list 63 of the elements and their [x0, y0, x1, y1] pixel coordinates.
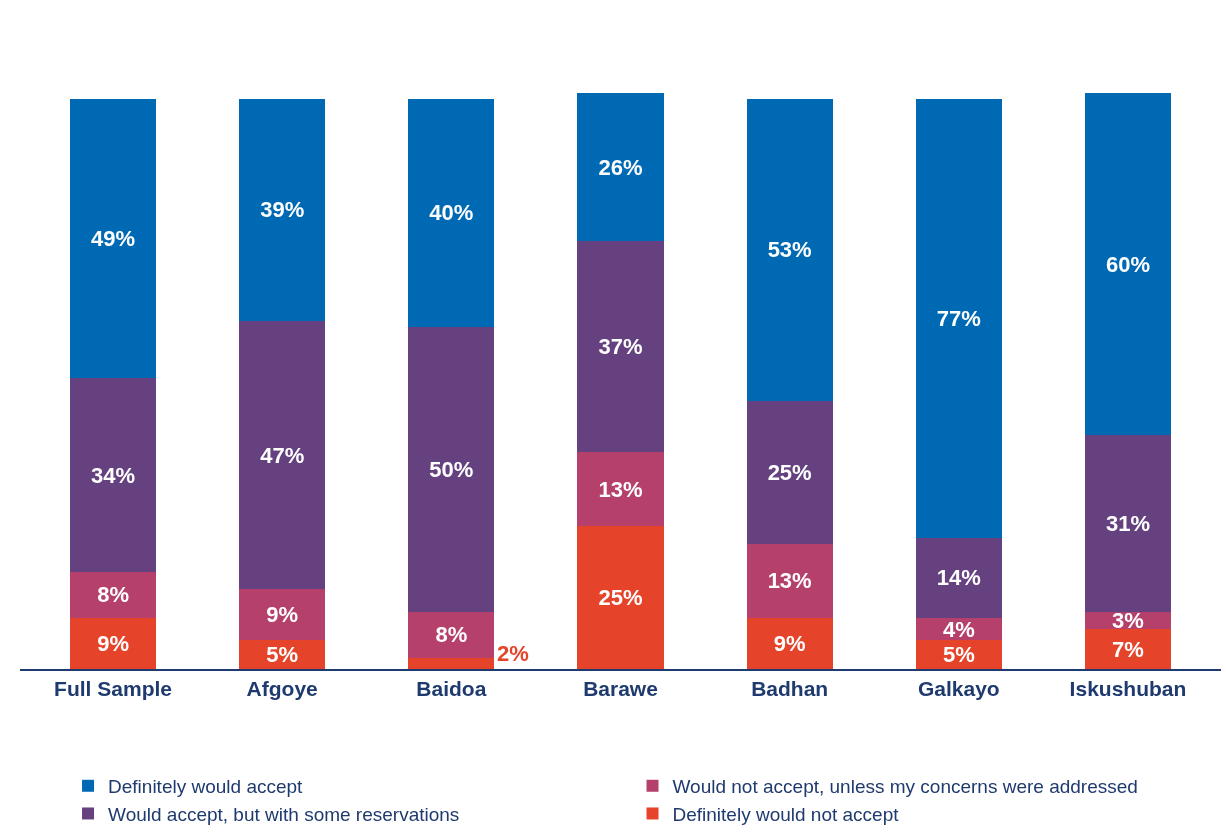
- x-tick-label: Full Sample: [54, 676, 172, 700]
- bar: [915, 537, 1002, 618]
- legend-label: Would not accept, unless my concerns were addressed: [672, 776, 1138, 798]
- data-label: 5%: [942, 642, 975, 668]
- x-tick-label: Barawe: [583, 676, 658, 700]
- data-label: 4%: [942, 616, 975, 642]
- legend-label: Definitely would accept: [108, 776, 304, 798]
- bar: [746, 617, 833, 669]
- legend-label: Definitely would not accept: [672, 803, 900, 825]
- bar: [577, 526, 664, 669]
- bar: [577, 452, 664, 527]
- data-label: 2%: [497, 641, 529, 666]
- data-label: 25%: [598, 585, 643, 611]
- data-label: 25%: [767, 459, 812, 485]
- data-label: 39%: [260, 197, 305, 223]
- data-label: 60%: [1105, 251, 1150, 277]
- data-label: 8%: [435, 622, 468, 648]
- bar: [1084, 435, 1172, 612]
- data-label: 26%: [598, 154, 643, 180]
- bar: [69, 572, 157, 618]
- data-label: 77%: [936, 305, 981, 331]
- bar: [746, 543, 833, 618]
- legend-label: Would accept, but with some reservations: [108, 803, 460, 825]
- data-label: 31%: [1105, 511, 1150, 537]
- bar: [239, 589, 326, 641]
- bar: [408, 326, 495, 612]
- data-label: 7%: [1112, 636, 1144, 662]
- data-label: 37%: [598, 334, 643, 360]
- data-label: 49%: [91, 225, 136, 251]
- bar: [577, 93, 664, 242]
- bar: [239, 321, 326, 590]
- bar: [1084, 629, 1172, 669]
- bar: [915, 98, 1002, 538]
- bar: [69, 98, 157, 379]
- x-tick-label: Baidoa: [416, 676, 487, 700]
- data-label: 34%: [91, 462, 136, 488]
- data-label: 13%: [598, 476, 643, 502]
- data-label: 53%: [767, 237, 812, 263]
- data-label: 3%: [1112, 608, 1144, 634]
- data-label: 8%: [97, 582, 129, 608]
- data-label: 47%: [260, 442, 305, 468]
- bar: [69, 378, 157, 573]
- data-label: 50%: [429, 456, 474, 482]
- data-label: 5%: [266, 642, 299, 668]
- bar: [577, 241, 664, 453]
- data-label: 40%: [429, 200, 474, 226]
- data-label: 13%: [767, 568, 812, 594]
- bar: [408, 657, 495, 669]
- data-label: 9%: [773, 630, 806, 656]
- bar: [408, 611, 495, 658]
- data-label: 9%: [266, 602, 299, 628]
- data-label: 14%: [936, 565, 981, 591]
- x-tick-label: Badhan: [751, 676, 829, 700]
- x-tick-label: Galkayo: [917, 676, 1000, 700]
- data-label: 9%: [97, 630, 129, 656]
- bar: [408, 98, 495, 327]
- bar: [1084, 93, 1172, 436]
- bar: [239, 98, 326, 322]
- x-tick-label: Afgoye: [246, 676, 318, 700]
- x-tick-label: Iskushuban: [1069, 676, 1187, 700]
- bar: [746, 400, 833, 544]
- bar: [69, 617, 157, 669]
- bar: [746, 98, 833, 401]
